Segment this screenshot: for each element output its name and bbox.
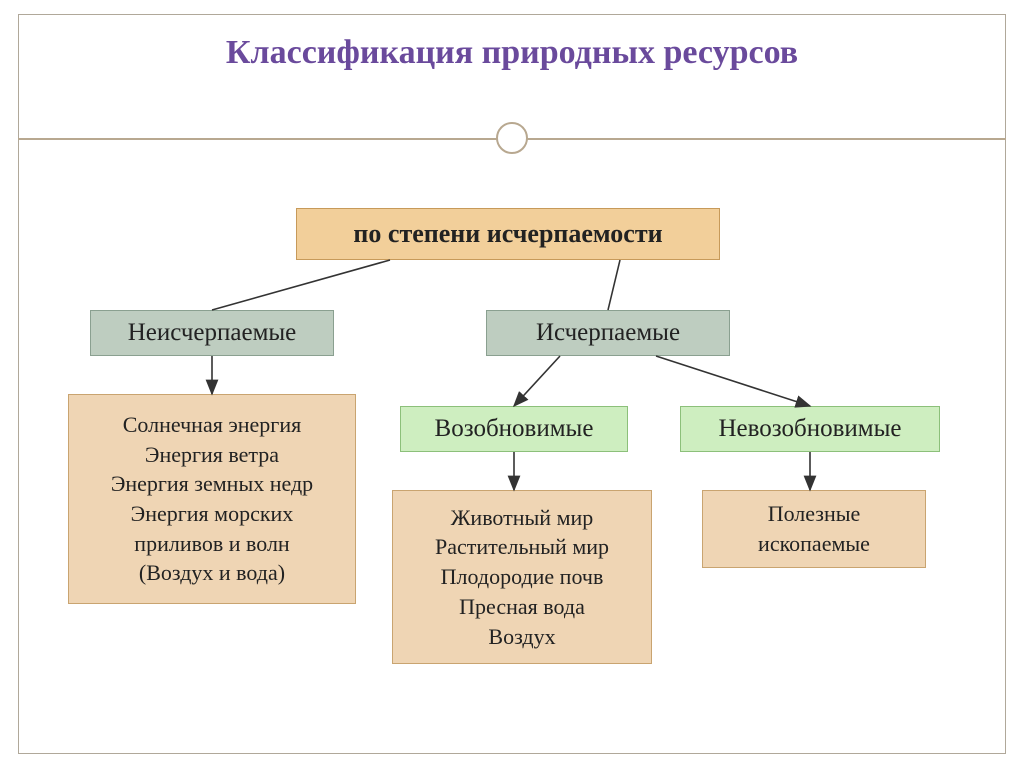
box-text-line: Неисчерпаемые bbox=[128, 316, 297, 350]
box-nonrenewable-examples: Полезныеископаемые bbox=[702, 490, 926, 568]
box-text-line: Плодородие почв bbox=[441, 562, 604, 592]
box-text-line: Энергия морских bbox=[131, 499, 294, 529]
box-text-line: Полезные bbox=[768, 499, 861, 529]
box-nonrenewable: Невозобновимые bbox=[680, 406, 940, 452]
box-root: по степени исчерпаемости bbox=[296, 208, 720, 260]
divider-circle bbox=[496, 122, 528, 154]
box-renewable-examples: Животный мирРастительный мирПлодородие п… bbox=[392, 490, 652, 664]
box-text-line: приливов и волн bbox=[134, 529, 289, 559]
box-text-line: Энергия ветра bbox=[145, 440, 279, 470]
box-text-line: Растительный мир bbox=[435, 532, 609, 562]
box-text-line: Исчерпаемые bbox=[536, 316, 680, 350]
box-text-line: по степени исчерпаемости bbox=[353, 216, 662, 251]
box-inexhaustible: Неисчерпаемые bbox=[90, 310, 334, 356]
box-text-line: Невозобновимые bbox=[718, 412, 901, 446]
box-exhaustible: Исчерпаемые bbox=[486, 310, 730, 356]
box-text-line: Солнечная энергия bbox=[123, 410, 301, 440]
box-inexhaustible-examples: Солнечная энергияЭнергия ветраЭнергия зе… bbox=[68, 394, 356, 604]
slide-title: Классификация природных ресурсов bbox=[0, 34, 1024, 72]
box-text-line: Энергия земных недр bbox=[111, 469, 313, 499]
box-text-line: Воздух bbox=[488, 622, 555, 652]
box-text-line: Пресная вода bbox=[459, 592, 585, 622]
box-text-line: ископаемые bbox=[758, 529, 870, 559]
box-text-line: (Воздух и вода) bbox=[139, 558, 285, 588]
box-text-line: Животный мир bbox=[451, 503, 594, 533]
box-renewable: Возобновимые bbox=[400, 406, 628, 452]
box-text-line: Возобновимые bbox=[435, 412, 594, 446]
